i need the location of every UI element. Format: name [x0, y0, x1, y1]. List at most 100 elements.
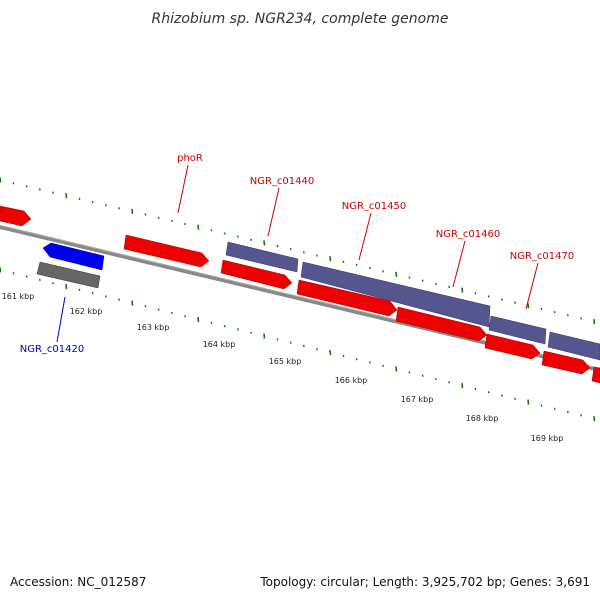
leader-line: [358, 212, 372, 261]
minor-tick: [474, 387, 477, 391]
leader-line: [525, 262, 539, 310]
minor-tick: [382, 364, 384, 367]
gene-arrow-NGR_c01420[interactable]: [42, 242, 105, 271]
major-tick: [395, 366, 398, 372]
minor-tick: [276, 244, 279, 248]
major-tick: [0, 267, 2, 273]
minor-tick: [342, 354, 345, 358]
minor-tick: [38, 188, 41, 191]
major-tick: [65, 193, 68, 199]
major-tick: [527, 303, 530, 309]
tick-label: 163 kbp: [137, 323, 170, 332]
minor-tick: [566, 314, 569, 317]
minor-tick: [580, 414, 582, 417]
minor-tick: [553, 310, 556, 314]
tick-label: 165 kbp: [269, 357, 302, 366]
tick-label: 161 kbp: [2, 292, 35, 301]
outer-tick-track: [0, 177, 596, 325]
gene-block-grey[interactable]: [36, 261, 101, 289]
label-leaders: [56, 164, 539, 343]
inner-tick-track: [0, 267, 596, 422]
minor-tick: [210, 229, 213, 232]
minor-tick: [500, 298, 503, 301]
minor-tick: [52, 282, 54, 285]
major-tick: [593, 416, 596, 422]
minor-tick: [25, 185, 28, 188]
gene-block-NGR_c01440[interactable]: [225, 241, 299, 273]
minor-tick: [144, 213, 147, 216]
gene-label-NGR_c01450[interactable]: NGR_c01450: [342, 201, 407, 212]
major-tick: [461, 383, 464, 389]
minor-tick: [487, 295, 490, 298]
minor-tick: [408, 371, 411, 374]
topology-summary: Topology: circular; Length: 3,925,702 bp…: [259, 575, 590, 589]
minor-tick: [223, 232, 226, 235]
minor-tick: [157, 216, 160, 219]
gene-label-NGR_c01470[interactable]: NGR_c01470: [510, 251, 575, 262]
minor-tick: [184, 315, 186, 318]
minor-tick: [184, 222, 186, 226]
minor-tick: [12, 272, 15, 275]
gene-arrow-forward[interactable]: [296, 279, 398, 317]
minor-tick: [12, 181, 15, 185]
minor-tick: [289, 341, 292, 344]
minor-tick: [316, 348, 318, 351]
gene-arrow-forward[interactable]: [591, 366, 600, 384]
gene-block-NGR_c01460[interactable]: [488, 315, 547, 345]
minor-tick: [104, 203, 107, 207]
minor-tick: [38, 278, 41, 282]
gene-arrow-forward[interactable]: [395, 306, 488, 342]
leader-line: [267, 187, 280, 237]
minor-tick: [540, 404, 543, 407]
minor-tick: [514, 397, 516, 400]
minor-tick: [302, 344, 305, 348]
minor-tick: [78, 288, 81, 291]
minor-tick: [421, 279, 424, 282]
major-tick: [263, 240, 266, 246]
minor-tick: [91, 291, 94, 295]
major-tick: [329, 350, 332, 356]
minor-tick: [316, 254, 318, 257]
minor-tick: [448, 285, 450, 289]
minor-tick: [566, 410, 569, 414]
tick-label: 168 kbp: [466, 414, 499, 423]
minor-tick: [78, 197, 81, 201]
minor-tick: [210, 321, 213, 325]
minor-tick: [355, 263, 358, 267]
tick-label: 164 kbp: [203, 340, 236, 349]
minor-tick: [368, 266, 371, 270]
minor-tick: [302, 251, 305, 254]
minor-tick: [580, 317, 582, 320]
major-tick: [527, 399, 530, 405]
gene-arrow-phoR[interactable]: [123, 234, 210, 268]
major-tick: [329, 256, 332, 262]
gene-label-NGR_c01440[interactable]: NGR_c01440: [250, 176, 315, 187]
gene-arrow-forward[interactable]: [484, 333, 541, 360]
leader-line: [177, 164, 189, 214]
minor-tick: [474, 292, 477, 295]
gene-label-NGR_c01460[interactable]: NGR_c01460: [436, 229, 501, 240]
minor-tick: [382, 270, 384, 273]
minor-tick: [170, 311, 173, 315]
major-tick: [197, 316, 200, 323]
minor-tick: [289, 248, 292, 251]
minor-tick: [118, 207, 120, 210]
gene-arrow-forward[interactable]: [0, 205, 32, 227]
minor-tick: [157, 308, 160, 311]
gene-arrow-forward[interactable]: [220, 259, 293, 290]
minor-tick: [236, 235, 239, 238]
gene-arrow-forward[interactable]: [541, 350, 591, 375]
gene-label-NGR_c01420[interactable]: NGR_c01420: [20, 344, 85, 355]
map-title: Rhizobium sp. NGR234, complete genome: [152, 11, 449, 27]
gene-block-NGR_c01470[interactable]: [547, 331, 600, 361]
minor-tick: [368, 361, 371, 364]
major-tick: [0, 177, 2, 183]
major-tick: [131, 208, 134, 215]
gene-label-phoR[interactable]: phoR: [177, 153, 203, 164]
tick-label: 167 kbp: [401, 395, 434, 404]
gene-block-NGR_c01450[interactable]: [300, 261, 491, 328]
minor-tick: [170, 219, 173, 223]
minor-tick: [250, 238, 252, 241]
minor-tick: [276, 338, 279, 341]
minor-tick: [223, 324, 226, 328]
